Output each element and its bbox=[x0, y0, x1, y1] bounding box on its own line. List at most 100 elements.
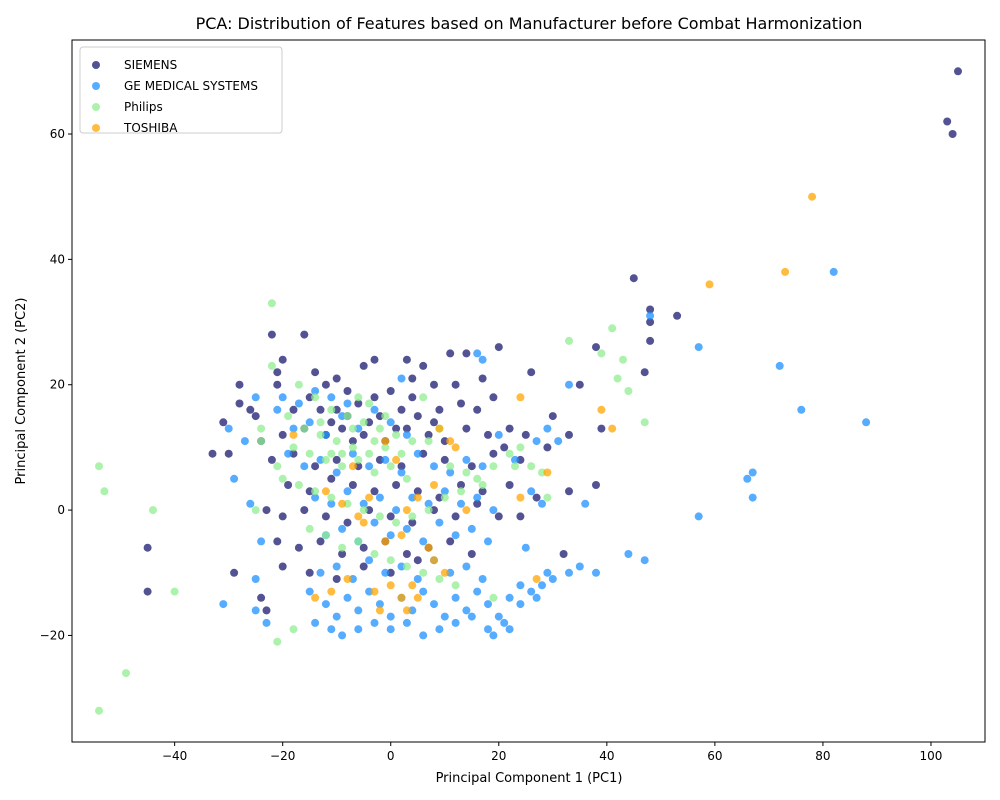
data-point bbox=[613, 374, 622, 383]
data-point bbox=[494, 512, 503, 521]
x-tick-label: 0 bbox=[387, 749, 395, 763]
data-point bbox=[694, 343, 703, 352]
data-point bbox=[300, 424, 309, 433]
data-point bbox=[413, 449, 422, 458]
data-point bbox=[311, 593, 320, 602]
data-point bbox=[327, 499, 336, 508]
data-point bbox=[440, 568, 449, 577]
data-point bbox=[321, 512, 330, 521]
data-point bbox=[505, 593, 514, 602]
data-point bbox=[640, 368, 649, 377]
data-point bbox=[527, 487, 536, 496]
data-point bbox=[489, 449, 498, 458]
data-point bbox=[294, 380, 303, 389]
legend-marker bbox=[92, 103, 100, 111]
data-point bbox=[435, 424, 444, 433]
y-tick-label: 20 bbox=[50, 378, 65, 392]
data-point bbox=[392, 430, 401, 439]
data-point bbox=[402, 618, 411, 627]
data-point bbox=[505, 481, 514, 489]
data-point bbox=[95, 462, 103, 471]
data-point bbox=[300, 330, 309, 339]
data-point bbox=[435, 405, 444, 414]
x-tick-label: 60 bbox=[707, 749, 722, 763]
data-point bbox=[473, 493, 482, 502]
data-point bbox=[954, 67, 962, 76]
data-point bbox=[386, 581, 395, 590]
data-point bbox=[305, 587, 314, 596]
data-point bbox=[467, 612, 476, 621]
data-point bbox=[278, 562, 287, 571]
data-point bbox=[343, 412, 352, 421]
data-point bbox=[408, 518, 417, 527]
data-point bbox=[95, 706, 103, 715]
data-point bbox=[289, 430, 298, 439]
data-point bbox=[294, 399, 303, 408]
data-point bbox=[489, 393, 498, 402]
data-point bbox=[808, 192, 817, 201]
data-point bbox=[397, 531, 406, 540]
x-tick-label: −40 bbox=[162, 749, 187, 763]
data-point bbox=[532, 437, 541, 446]
data-point bbox=[559, 550, 568, 558]
data-point bbox=[246, 499, 255, 508]
data-point bbox=[516, 443, 525, 452]
data-point bbox=[284, 481, 293, 489]
data-point bbox=[451, 531, 460, 540]
chart-title: PCA: Distribution of Features based on M… bbox=[196, 14, 863, 33]
data-point bbox=[402, 550, 411, 558]
data-point bbox=[402, 606, 411, 615]
data-point bbox=[257, 424, 266, 433]
data-point bbox=[424, 430, 433, 439]
data-point bbox=[646, 336, 655, 345]
data-point bbox=[251, 412, 260, 421]
data-point bbox=[397, 468, 406, 477]
data-point bbox=[311, 487, 320, 496]
data-point bbox=[489, 506, 498, 515]
data-point bbox=[321, 531, 330, 540]
data-point bbox=[527, 368, 536, 377]
x-tick-label: 80 bbox=[815, 749, 830, 763]
data-point bbox=[543, 493, 552, 502]
data-point bbox=[354, 399, 363, 408]
data-point bbox=[300, 506, 309, 515]
data-point bbox=[473, 499, 482, 508]
data-point bbox=[413, 575, 422, 583]
data-point bbox=[797, 405, 806, 414]
data-point bbox=[332, 575, 341, 583]
data-point bbox=[338, 449, 347, 458]
data-point bbox=[775, 361, 784, 370]
data-point bbox=[527, 462, 536, 471]
data-point bbox=[538, 581, 546, 590]
legend-label: Philips bbox=[124, 100, 163, 114]
legend: SIEMENS GE MEDICAL SYSTEMS Philips TOSHIBA bbox=[79, 46, 283, 135]
data-point bbox=[208, 449, 217, 458]
data-point bbox=[354, 512, 363, 521]
data-point bbox=[446, 462, 455, 471]
data-point bbox=[343, 518, 352, 527]
data-point bbox=[478, 462, 487, 471]
data-point bbox=[305, 568, 314, 577]
data-point bbox=[170, 587, 179, 596]
data-point bbox=[532, 575, 541, 583]
data-point bbox=[554, 437, 563, 446]
data-point bbox=[446, 537, 455, 546]
data-point bbox=[370, 405, 379, 414]
x-tick-label: 40 bbox=[599, 749, 614, 763]
data-point bbox=[370, 550, 379, 558]
data-point bbox=[446, 349, 455, 358]
data-point bbox=[370, 587, 379, 596]
legend-marker bbox=[92, 124, 100, 132]
data-point bbox=[484, 600, 492, 609]
data-point bbox=[381, 455, 390, 464]
data-point bbox=[430, 481, 438, 489]
data-point bbox=[397, 449, 406, 458]
data-point bbox=[543, 443, 552, 452]
data-point bbox=[500, 618, 509, 627]
data-point bbox=[532, 493, 541, 502]
data-point bbox=[948, 130, 957, 138]
data-point bbox=[392, 506, 401, 515]
data-point bbox=[473, 405, 482, 414]
data-point bbox=[294, 481, 303, 489]
